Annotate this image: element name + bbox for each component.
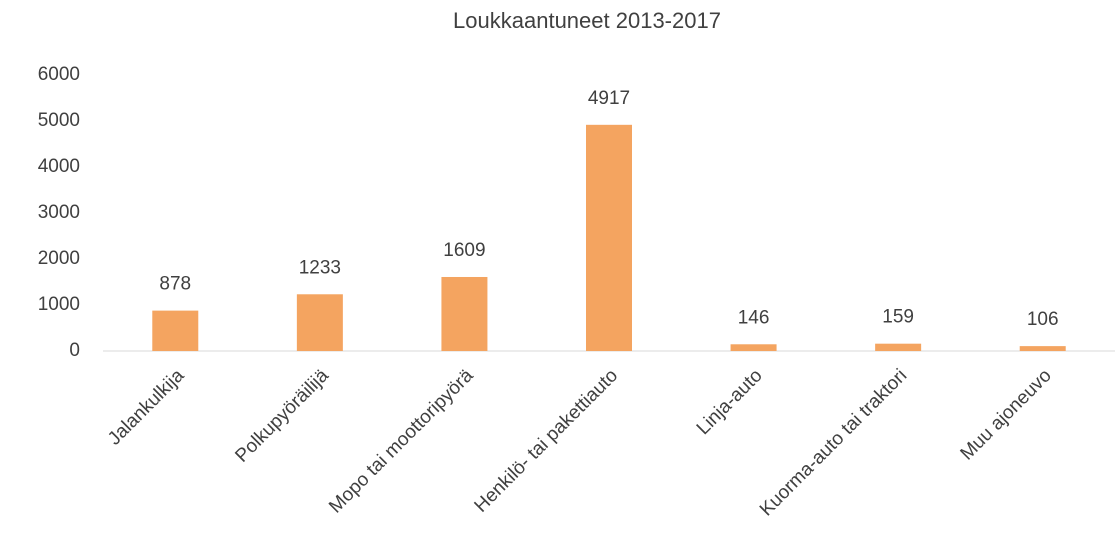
- y-tick-label: 6000: [38, 64, 80, 85]
- x-tick-label: Jalankulkija: [104, 365, 189, 450]
- x-tick-label: Linja-auto: [693, 365, 767, 439]
- data-label: 878: [159, 274, 191, 295]
- y-tick-label: 2000: [38, 248, 80, 269]
- x-tick-label: Henkilö- tai pakettiauto: [471, 365, 623, 517]
- chart-title: Loukkaantuneet 2013-2017: [453, 8, 721, 33]
- data-label: 1233: [299, 257, 341, 278]
- bar: [152, 310, 199, 351]
- bar: [875, 343, 922, 351]
- y-tick-label: 0: [69, 340, 80, 361]
- data-label: 159: [882, 307, 914, 328]
- y-tick-label: 4000: [38, 156, 80, 177]
- y-tick-label: 5000: [38, 110, 80, 131]
- x-tick-label: Kuorma-auto tai traktori: [756, 365, 911, 520]
- x-tick-label: Muu ajoneuvo: [957, 365, 1056, 464]
- data-label: 1609: [443, 240, 485, 261]
- x-tick-label: Polkupyöräilijä: [231, 365, 333, 467]
- y-tick-label: 3000: [38, 202, 80, 223]
- bar: [296, 294, 343, 351]
- data-label: 4917: [588, 88, 630, 109]
- y-tick-label: 1000: [38, 294, 80, 315]
- bar: [1019, 346, 1066, 351]
- x-tick-label: Mopo tai moottoripyörä: [325, 365, 478, 518]
- data-label: 106: [1027, 309, 1059, 330]
- bar: [730, 344, 777, 351]
- bar: [586, 124, 632, 352]
- bar: [441, 276, 488, 351]
- data-label: 146: [738, 307, 770, 328]
